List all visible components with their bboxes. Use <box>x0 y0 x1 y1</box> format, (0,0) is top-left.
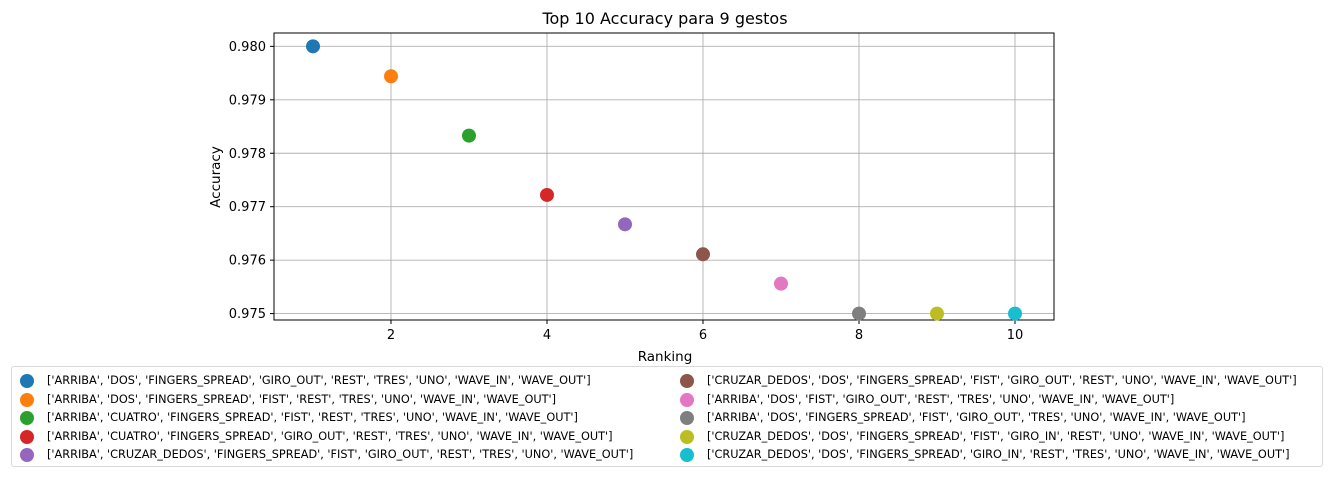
legend-marker <box>20 448 34 462</box>
ticks-layer: 2 4 6 8 10 0.975 0.976 0.977 0.978 0.979 0.980 <box>229 40 1023 343</box>
legend-marker <box>20 374 34 388</box>
scatter-point-rank-4 <box>540 187 554 202</box>
scatter-point-rank-10 <box>1008 306 1022 321</box>
legend-label: ['ARRIBA', 'CRUZAR_DEDOS', 'FINGERS_SPRE… <box>47 448 634 461</box>
y-tick-label: 0.977 <box>229 200 266 215</box>
scatter-point-rank-7 <box>774 276 788 291</box>
scatter-point-rank-8 <box>852 306 866 321</box>
legend-marker <box>20 429 34 444</box>
x-tick-label: 6 <box>699 328 707 343</box>
legend-label: ['ARRIBA', 'DOS', 'FINGERS_SPREAD', 'FIS… <box>707 411 1246 424</box>
scatter-point-rank-9 <box>930 306 944 321</box>
scatter-point-rank-3 <box>462 128 476 143</box>
legend-label: ['ARRIBA', 'CUATRO', 'FINGERS_SPREAD', '… <box>47 411 578 424</box>
y-tick-label: 0.980 <box>229 40 266 55</box>
x-axis-label: Ranking <box>638 349 693 365</box>
legend: ['ARRIBA', 'DOS', 'FINGERS_SPREAD', 'GIR… <box>11 366 1323 467</box>
legend-marker <box>20 392 34 407</box>
y-tick-label: 0.975 <box>229 307 266 322</box>
legend-label: ['ARRIBA', 'CUATRO', 'FINGERS_SPREAD', '… <box>47 429 613 443</box>
y-tick-label: 0.978 <box>229 147 266 162</box>
grid-layer <box>274 33 1054 320</box>
scatter-point-rank-2 <box>384 69 398 84</box>
points-layer <box>306 39 1022 321</box>
plot-frame <box>273 32 1055 321</box>
legend-label: ['CRUZAR_DEDOS', 'DOS', 'FINGERS_SPREAD'… <box>707 429 1285 443</box>
x-tick-label: 2 <box>387 328 395 343</box>
scatter-point-rank-1 <box>306 39 320 54</box>
legend-marker <box>680 411 694 425</box>
chart-title: Top 10 Accuracy para 9 gestos <box>541 9 787 28</box>
legend-marker <box>680 392 694 407</box>
legend-label: ['CRUZAR_DEDOS', 'DOS', 'FINGERS_SPREAD'… <box>707 374 1297 387</box>
scatter-point-rank-6 <box>696 247 710 262</box>
legend-marker <box>680 374 694 388</box>
legend-label: ['ARRIBA', 'DOS', 'FINGERS_SPREAD', 'GIR… <box>47 374 591 387</box>
scatter-point-rank-5 <box>618 217 632 232</box>
legend-label: ['ARRIBA', 'DOS', 'FINGERS_SPREAD', 'FIS… <box>47 392 557 406</box>
legend-label: ['ARRIBA', 'DOS', 'FIST', 'GIRO_OUT', 'R… <box>707 392 1175 406</box>
x-tick-label: 8 <box>855 328 863 343</box>
legend-marker <box>680 448 694 462</box>
y-tick-label: 0.976 <box>229 254 266 269</box>
y-axis-label: Accuracy <box>208 146 224 208</box>
legend-marker <box>680 429 694 444</box>
y-tick-label: 0.979 <box>229 93 266 108</box>
x-tick-label: 4 <box>543 328 551 343</box>
legend-marker <box>20 411 34 425</box>
x-tick-label: 10 <box>1007 328 1024 343</box>
legend-label: ['CRUZAR_DEDOS', 'DOS', 'FINGERS_SPREAD'… <box>707 448 1290 461</box>
